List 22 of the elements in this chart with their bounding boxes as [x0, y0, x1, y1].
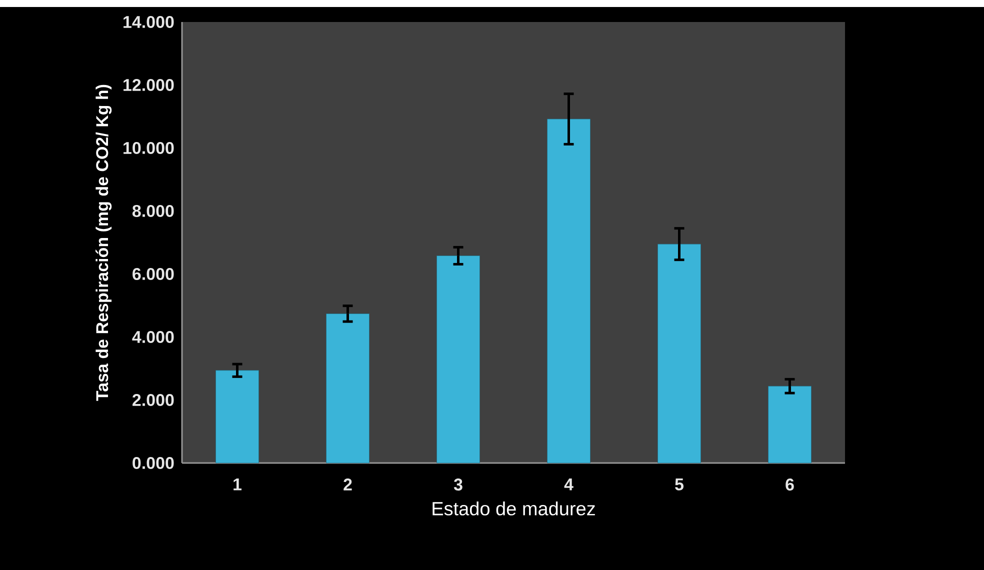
bar — [216, 370, 259, 464]
y-tick-label: 6.000 — [132, 268, 174, 280]
x-tick-label: 1 — [234, 478, 242, 490]
y-tick-label: 2.000 — [132, 394, 174, 406]
bar — [436, 256, 480, 464]
y-axis-title: Tasa de Respiración (mg de CO2/ Kg h) — [96, 84, 112, 401]
x-tick-label: 4 — [564, 478, 574, 490]
bar — [326, 313, 370, 464]
x-tick-label: 2 — [344, 478, 352, 490]
y-tick-label: 12.000 — [124, 78, 174, 92]
y-tick-label: 10.000 — [124, 142, 174, 154]
x-tick-label: 6 — [786, 478, 794, 491]
x-tick-label: 5 — [675, 478, 684, 490]
bar — [768, 386, 812, 464]
y-tick-label: 4.000 — [132, 330, 174, 344]
bar — [658, 244, 701, 464]
x-axis-title: Estado de madurez — [432, 501, 595, 516]
y-tick-label: 14.000 — [124, 16, 174, 28]
x-tick-label: 3 — [454, 478, 462, 491]
y-tick-label: 0.000 — [132, 456, 174, 470]
bar — [547, 118, 590, 464]
y-tick-label: 8.000 — [132, 204, 174, 218]
